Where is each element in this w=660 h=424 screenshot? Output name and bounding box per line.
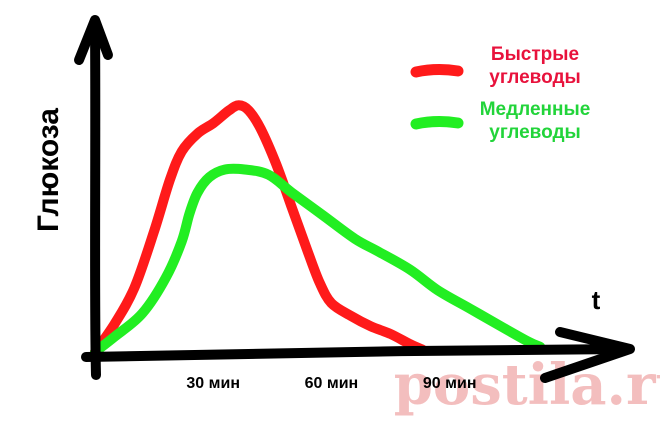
legend-label-slow-carbs: Медленные углеводы	[480, 99, 591, 143]
legend-swatch-slow-carbs	[410, 116, 464, 130]
axes	[74, 15, 635, 383]
watermark: postila.ru	[394, 352, 660, 418]
legend-label-fast-carbs: Быстрые углеводы	[489, 44, 580, 88]
y-axis-label: Глюкоза	[32, 108, 65, 232]
legend-swatch-fast-carbs	[410, 64, 464, 78]
series-layer	[90, 100, 546, 357]
y-axis-arrow	[74, 15, 113, 65]
series-line-fast-carbs	[90, 100, 428, 357]
y-axis-line	[90, 19, 101, 380]
x-axis-line	[81, 344, 630, 362]
x-tick-labels: 30 мин 60 мин 90 мин	[186, 375, 476, 392]
x-tick-label-60: 60 мин	[305, 375, 359, 392]
x-tick-label-30: 30 мин	[186, 375, 240, 392]
x-axis-arrow	[540, 327, 635, 383]
legend: Быстрые углеводы Медленные углеводы	[410, 44, 591, 143]
x-axis-label: t	[592, 285, 601, 315]
x-tick-label-90: 90 мин	[423, 375, 477, 392]
series-line-slow-carbs	[90, 163, 546, 357]
watermark-text: postila.ru	[394, 352, 660, 418]
